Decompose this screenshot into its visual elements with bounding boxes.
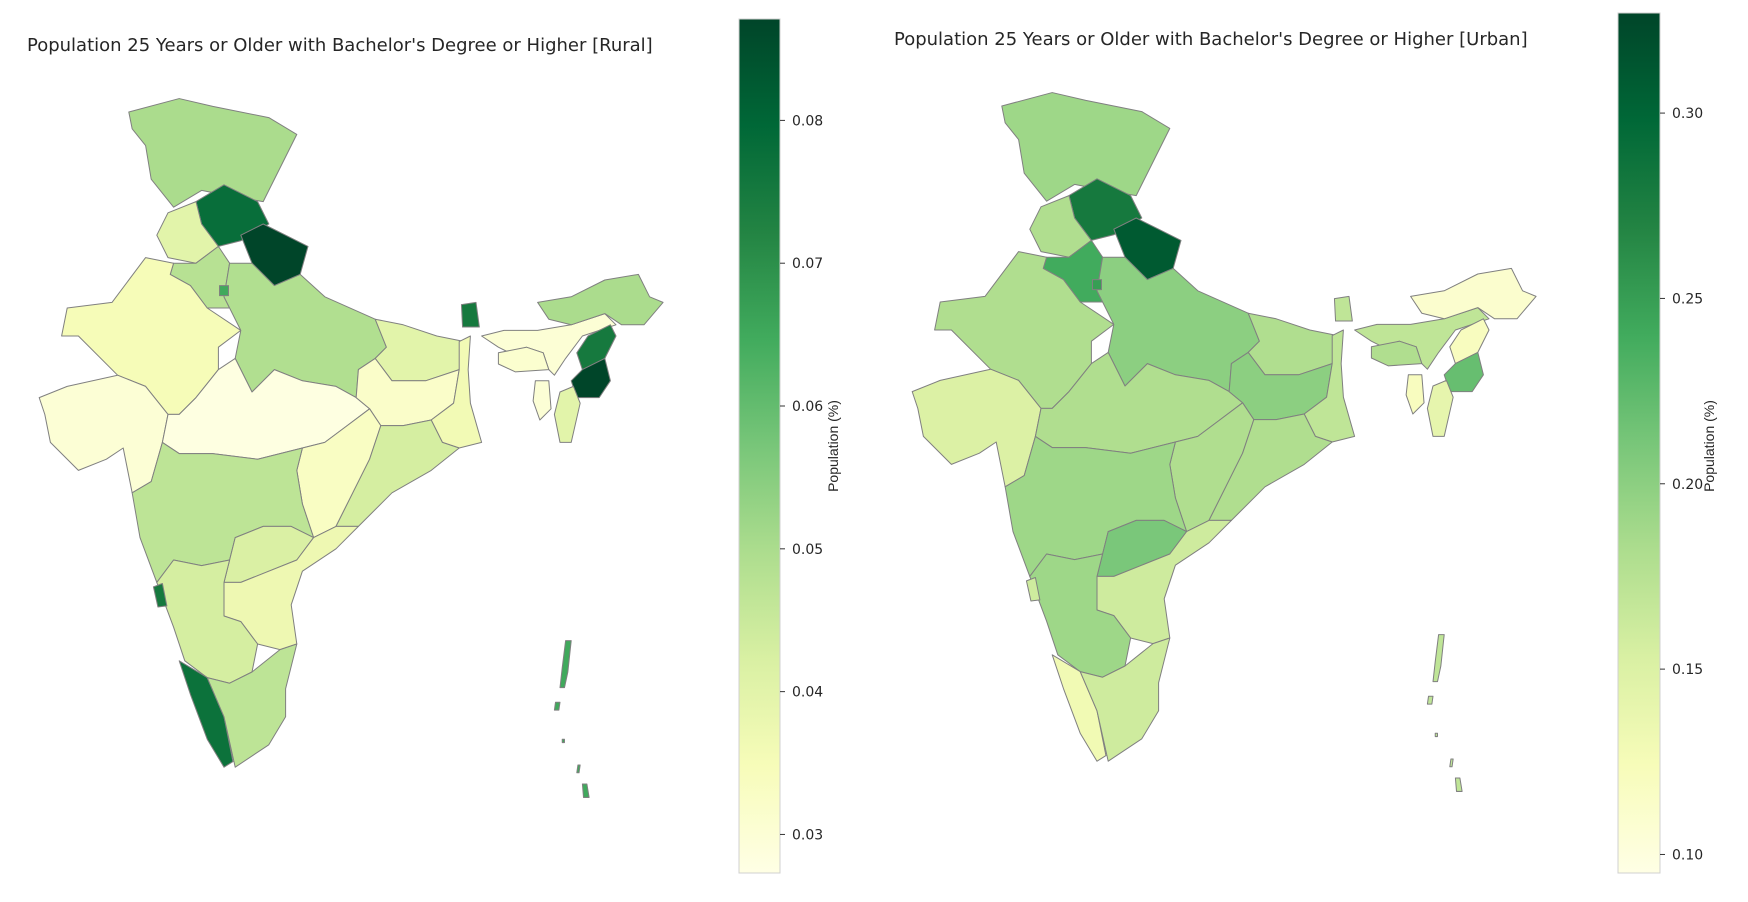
rural-map: [38, 98, 664, 798]
state-arunachal-pradesh: [537, 273, 664, 326]
state-andaman-and-nicobar: [1432, 634, 1445, 683]
state-andhra-pradesh: [1096, 519, 1232, 645]
rural-map-title: Population 25 Years or Older with Bachel…: [27, 35, 653, 56]
state-andaman-and-nicobar: [561, 738, 565, 744]
colorbar-gradient: [738, 18, 781, 874]
state-andaman-and-nicobar: [559, 640, 572, 689]
colorbar-tick-label: 0.30: [1672, 106, 1703, 122]
colorbar-tick-label: 0.20: [1672, 477, 1703, 493]
state-rajasthan: [934, 251, 1115, 409]
state-mizoram: [1426, 379, 1454, 437]
state-andaman-and-nicobar: [1454, 777, 1463, 792]
state-arunachal-pradesh: [1410, 267, 1537, 320]
state-jammu-and-kashmir: [128, 98, 298, 208]
state-andhra-pradesh: [223, 525, 359, 651]
colorbar-tick-label: 0.06: [792, 399, 823, 415]
state-andaman-and-nicobar: [1426, 695, 1434, 705]
colorbar-tick-label: 0.15: [1672, 662, 1703, 678]
state-rajasthan: [61, 257, 242, 415]
state-gujarat: [38, 374, 169, 494]
colorbar-gradient: [1617, 12, 1661, 874]
state-sikkim: [1333, 295, 1353, 322]
state-karnataka: [156, 559, 259, 684]
state-bihar: [1247, 312, 1339, 376]
state-andaman-and-nicobar: [1434, 732, 1438, 738]
state-delhi: [219, 285, 229, 297]
state-manipur: [570, 357, 611, 399]
state-tamil-nadu: [1079, 637, 1171, 762]
state-mizoram: [553, 385, 581, 443]
colorbar-tick-label: 0.05: [792, 542, 823, 558]
state-bihar: [374, 318, 466, 382]
urban-colorbar: 0.10 0.15 0.20 0.25 0.30: [1617, 12, 1703, 874]
rural-colorbar: 0.03 0.04 0.05 0.06 0.07 0.08: [738, 18, 823, 874]
state-meghalaya: [497, 346, 550, 373]
state-odisha: [335, 419, 460, 527]
colorbar-tick-label: 0.07: [792, 256, 823, 272]
colorbar-tick-label: 0.04: [792, 685, 823, 701]
state-tripura: [1405, 374, 1425, 415]
state-goa: [152, 583, 168, 608]
state-andaman-and-nicobar: [1449, 758, 1454, 768]
state-delhi: [1092, 279, 1102, 291]
state-andaman-and-nicobar: [581, 783, 590, 798]
state-karnataka: [1029, 553, 1132, 678]
urban-colorbar-label: Population (%): [1701, 400, 1717, 492]
colorbar-tick-label: 0.08: [792, 113, 823, 129]
rural-colorbar-label: Population (%): [825, 400, 841, 492]
state-andaman-and-nicobar: [553, 701, 561, 711]
urban-map-title: Population 25 Years or Older with Bachel…: [894, 29, 1528, 50]
state-goa: [1025, 577, 1041, 602]
colorbar-tick-label: 0.25: [1672, 291, 1703, 307]
state-manipur: [1443, 351, 1484, 393]
state-meghalaya: [1370, 340, 1423, 367]
state-gujarat: [911, 368, 1042, 488]
state-odisha: [1208, 413, 1333, 521]
state-tamil-nadu: [206, 643, 298, 768]
urban-map: [911, 92, 1537, 792]
state-sikkim: [460, 301, 480, 328]
state-tripura: [532, 380, 552, 421]
colorbar-tick-label: 0.03: [792, 827, 823, 843]
state-jammu-and-kashmir: [1001, 92, 1171, 202]
state-andaman-and-nicobar: [576, 764, 581, 774]
colorbar-tick-label: 0.10: [1672, 847, 1703, 863]
